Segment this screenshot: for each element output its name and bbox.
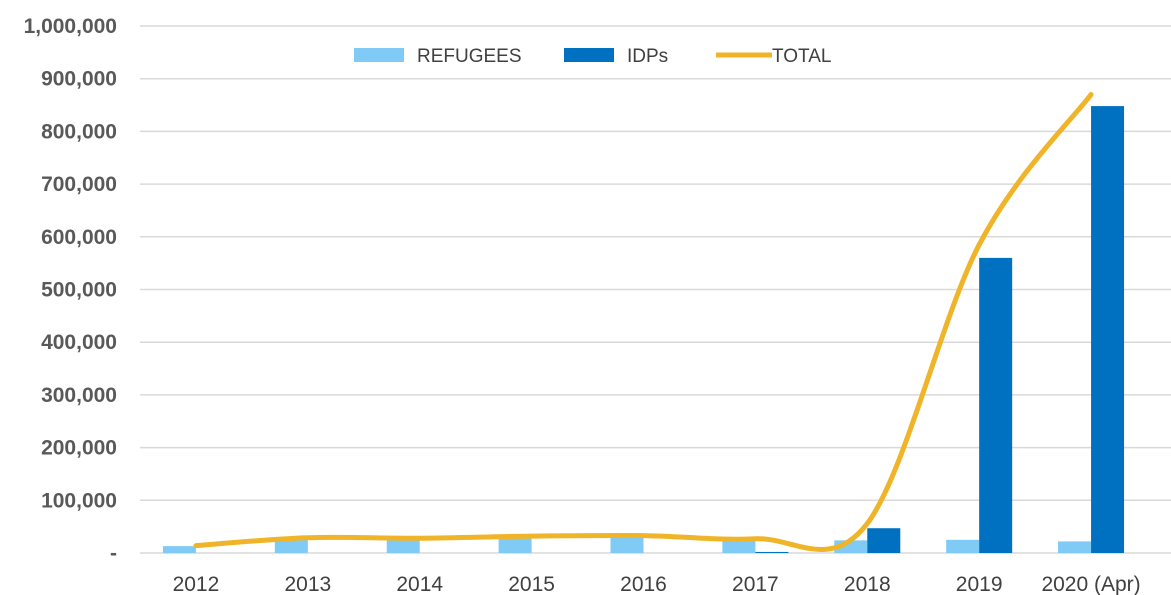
y-axis-ticks: - 100,000 200,000 300,000 400,000 500,000 600,… [24, 15, 117, 565]
bar-refugees [498, 537, 532, 553]
y-tick-label: 500,000 [41, 279, 117, 302]
bar-refugees [274, 538, 308, 553]
total-line [193, 92, 1094, 552]
x-tick-label: 2016 [620, 573, 667, 595]
legend-swatch [564, 48, 614, 62]
bar-idps [1091, 106, 1125, 553]
y-tick-label: 400,000 [41, 331, 117, 354]
y-tick-label: 700,000 [41, 173, 117, 196]
gridlines [140, 25, 1171, 554]
bar-refugees [162, 546, 196, 553]
bar-refugees [722, 540, 756, 553]
x-tick-label: 2012 [173, 573, 220, 595]
y-tick-label: 800,000 [41, 120, 117, 143]
bar-refugees [946, 539, 980, 553]
y-tick-label: 900,000 [41, 68, 117, 91]
y-tick-label: 200,000 [41, 437, 117, 460]
legend-label: TOTAL [772, 46, 831, 67]
y-tick-label: 300,000 [41, 384, 117, 407]
y-tick-label: - [110, 542, 117, 565]
legend-label: IDPs [627, 46, 668, 67]
legend-label: REFUGEES [417, 46, 522, 67]
bar-refugees [1058, 541, 1092, 553]
bar-refugees [610, 537, 644, 553]
bar-idps [979, 257, 1013, 553]
bar-idps [867, 528, 901, 553]
bar-idps [755, 551, 789, 553]
series-line-total [193, 92, 1094, 552]
legend-swatch [354, 48, 404, 62]
bar-refugees [386, 538, 420, 553]
y-tick-label: 600,000 [41, 226, 117, 249]
x-tick-label: 2015 [508, 573, 555, 595]
x-tick-label: 2017 [732, 573, 779, 595]
y-tick-label: 100,000 [41, 489, 117, 512]
x-tick-label: 2018 [844, 573, 891, 595]
legend: REFUGEES IDPs TOTAL [354, 46, 831, 67]
x-tick-label: 2013 [284, 573, 331, 595]
x-tick-label: 2020 (Apr) [1041, 573, 1140, 595]
x-tick-label: 2019 [956, 573, 1003, 595]
x-tick-label: 2014 [396, 573, 443, 595]
y-tick-label: 1,000,000 [24, 15, 117, 38]
x-axis-ticks: 2012 2013 2014 2015 2016 2017 2018 2019 2020 (Ap… [173, 573, 1141, 595]
bars [162, 106, 1125, 553]
